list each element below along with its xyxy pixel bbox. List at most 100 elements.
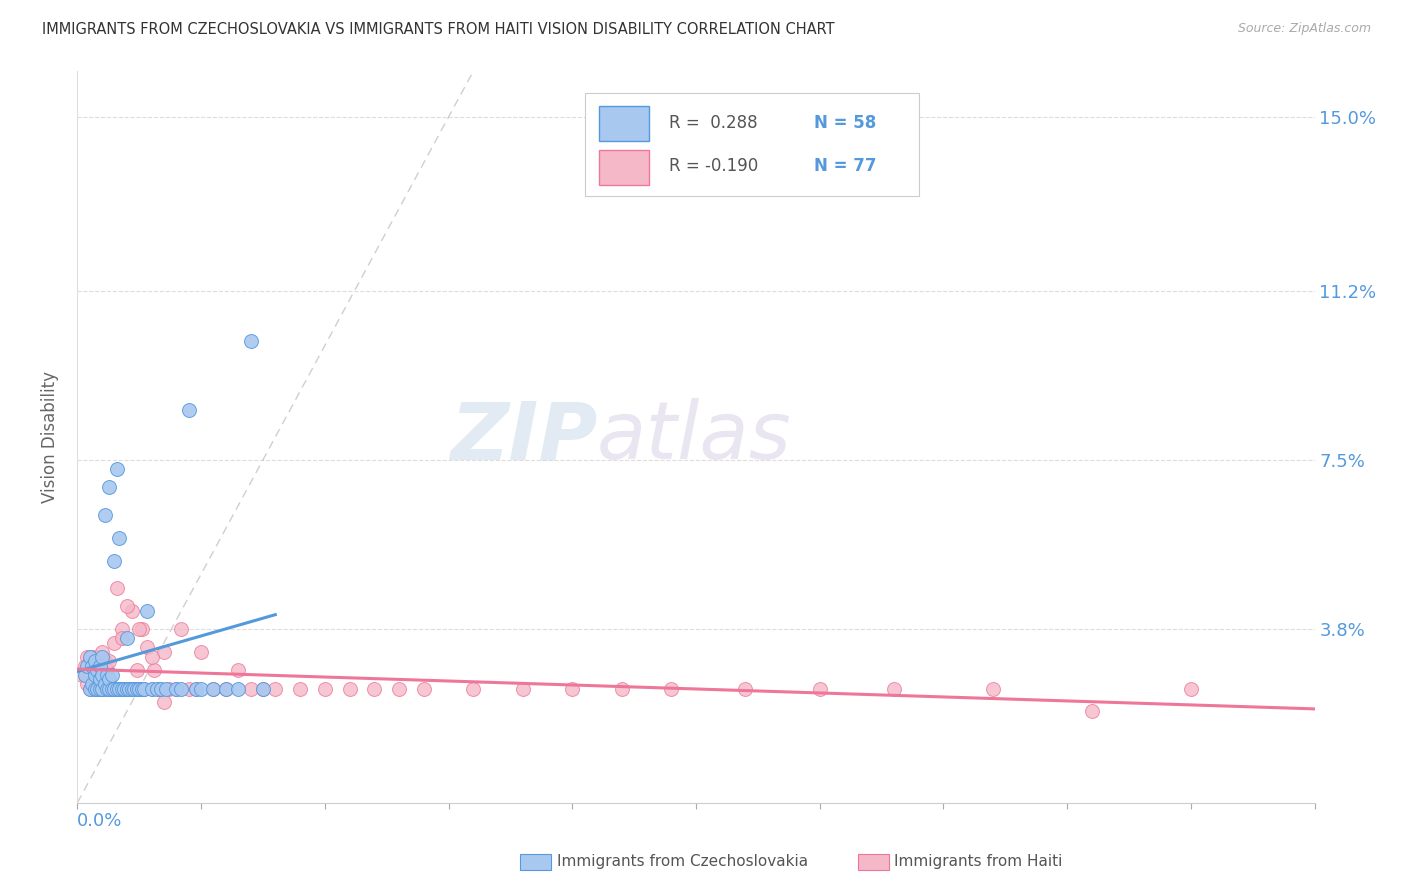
Text: R =  0.288: R = 0.288 [669,113,758,131]
Text: 0.0%: 0.0% [77,813,122,830]
Point [131,622,153,636]
Point [76,677,98,691]
Point [363,681,385,696]
Point [108,531,131,545]
Point [135,604,157,618]
Text: ZIP: ZIP [450,398,598,476]
Point [101,681,124,696]
Point [89,658,111,673]
Point [93,508,115,522]
Text: N = 77: N = 77 [814,158,876,176]
Point [115,681,138,696]
Point [226,681,249,696]
Point [82,677,104,691]
Point [86,663,108,677]
Point [134,681,156,696]
Point [83,663,105,677]
Point [177,402,200,417]
Point [165,681,187,696]
Point [170,622,193,636]
Point [89,681,111,696]
Point [82,649,104,664]
FancyBboxPatch shape [599,150,650,185]
Point [252,681,274,696]
Point [89,681,111,696]
Point [131,681,153,696]
Point [112,681,135,696]
Point [82,658,104,673]
Point [202,681,225,696]
Point [170,681,193,696]
Point [118,681,141,696]
Point [128,681,150,696]
Point [143,663,166,677]
Text: Immigrants from Czechoslovakia: Immigrants from Czechoslovakia [557,855,808,869]
Point [105,581,128,595]
Text: R = -0.190: R = -0.190 [669,158,758,176]
Point [1180,681,1202,696]
Point [72,667,94,681]
Point [91,681,114,696]
Point [96,667,118,681]
Point [512,681,534,696]
Point [111,622,134,636]
Point [98,673,121,687]
Point [76,649,98,664]
Point [76,658,98,673]
Point [141,681,163,696]
Point [981,681,1004,696]
Point [134,681,156,696]
Y-axis label: Vision Disability: Vision Disability [41,371,59,503]
Point [184,681,207,696]
Point [101,667,124,681]
Point [73,658,96,673]
Point [122,681,145,696]
Point [79,654,101,668]
Point [89,658,111,673]
Point [83,654,105,668]
Point [96,663,118,677]
Point [83,667,105,681]
Point [103,636,125,650]
Point [226,663,249,677]
Point [339,681,361,696]
Point [128,622,150,636]
Point [112,681,135,696]
Point [91,649,114,664]
Point [98,654,121,668]
Point [252,681,274,696]
Point [73,667,96,681]
Point [239,681,262,696]
Point [93,677,115,691]
Point [86,681,108,696]
Point [202,681,225,696]
Point [184,681,207,696]
Point [118,681,141,696]
Text: atlas: atlas [598,398,792,476]
Point [659,681,682,696]
Point [103,681,125,696]
Point [463,681,485,696]
Point [86,649,108,664]
Point [91,645,114,659]
Point [91,667,114,681]
Point [96,681,118,696]
Point [239,334,262,348]
Point [111,681,134,696]
Point [98,480,121,494]
Point [561,681,583,696]
Text: Source: ZipAtlas.com: Source: ZipAtlas.com [1237,22,1371,36]
Point [145,681,167,696]
Point [86,681,108,696]
Point [91,681,114,696]
Point [1081,705,1104,719]
Text: Immigrants from Haiti: Immigrants from Haiti [894,855,1063,869]
Point [388,681,411,696]
Point [105,681,128,696]
Point [155,681,177,696]
Point [121,681,143,696]
Point [141,649,163,664]
Point [135,640,157,655]
Point [125,681,148,696]
Point [153,695,176,709]
